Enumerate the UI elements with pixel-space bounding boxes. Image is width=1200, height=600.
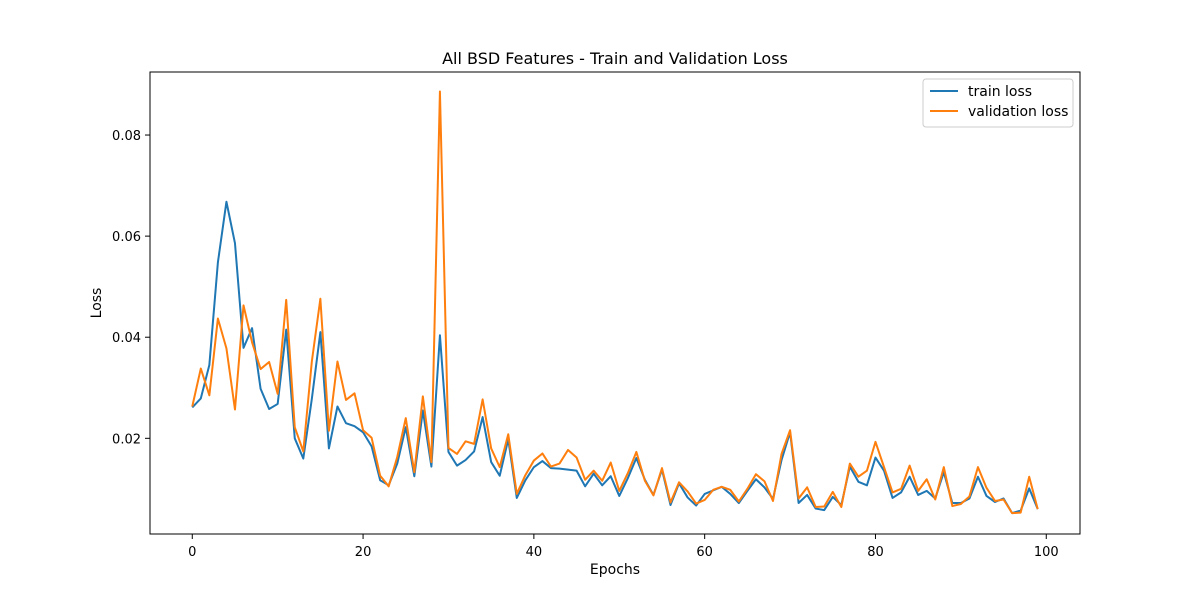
x-tick-label: 0 <box>188 545 196 560</box>
series-line-validation-loss <box>191 90 1039 515</box>
x-tick-label: 60 <box>696 545 713 560</box>
y-axis: 0.02 0.04 0.06 0.08 <box>112 129 150 447</box>
x-tick-label: 20 <box>355 545 372 560</box>
x-tick-label: 80 <box>867 545 884 560</box>
y-tick-label: 0.02 <box>112 432 141 447</box>
legend-label-validation-loss: validation loss <box>968 104 1068 120</box>
chart-title: All BSD Features - Train and Validation … <box>442 49 788 68</box>
plot-area <box>191 90 1039 515</box>
x-axis-label: Epochs <box>590 562 640 578</box>
y-tick-label: 0.04 <box>112 331 141 346</box>
x-tick-label: 40 <box>526 545 543 560</box>
x-tick-label: 100 <box>1034 545 1059 560</box>
legend-label-train-loss: train loss <box>968 84 1032 100</box>
y-tick-label: 0.08 <box>112 129 141 144</box>
x-axis: 0 20 40 60 80 100 <box>188 534 1059 560</box>
legend-box <box>922 78 1074 128</box>
axes-frame <box>149 71 1081 535</box>
y-axis-label: Loss <box>89 288 105 319</box>
legend: train loss validation loss <box>922 78 1074 128</box>
series-line-train-loss <box>191 200 1039 515</box>
y-tick-label: 0.06 <box>112 230 141 245</box>
